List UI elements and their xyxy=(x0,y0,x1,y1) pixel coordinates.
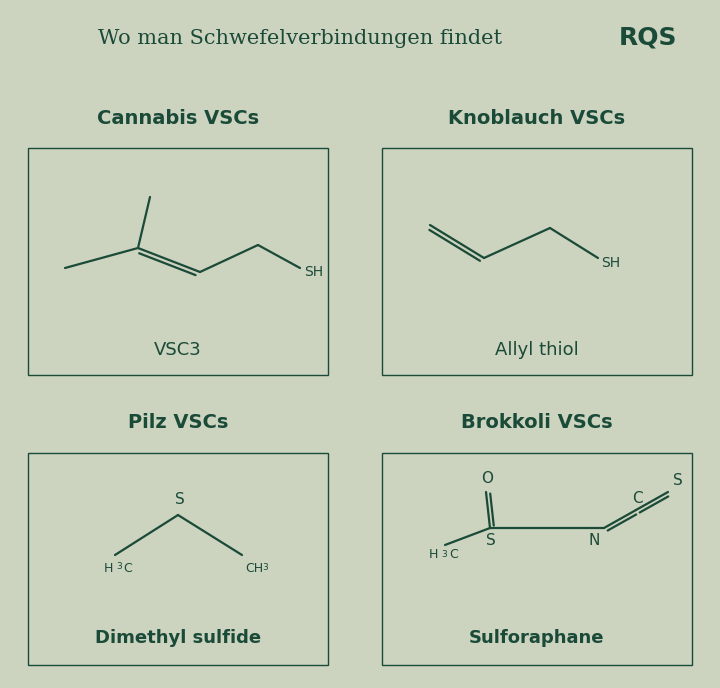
Text: O: O xyxy=(481,471,493,486)
Text: Pilz VSCs: Pilz VSCs xyxy=(128,413,228,431)
Bar xyxy=(382,148,692,375)
Text: C: C xyxy=(123,561,132,574)
Text: S: S xyxy=(486,533,496,548)
Text: Sulforaphane: Sulforaphane xyxy=(469,629,605,647)
Text: Allyl thiol: Allyl thiol xyxy=(495,341,579,359)
Text: S: S xyxy=(175,492,185,507)
Bar xyxy=(28,148,328,375)
Text: 3: 3 xyxy=(262,563,268,572)
Text: Wo man Schwefelverbindungen findet: Wo man Schwefelverbindungen findet xyxy=(98,28,502,47)
Text: CH: CH xyxy=(245,561,263,574)
Text: N: N xyxy=(589,533,600,548)
Text: VSC3: VSC3 xyxy=(154,341,202,359)
Text: 3: 3 xyxy=(441,550,446,559)
Text: Knoblauch VSCs: Knoblauch VSCs xyxy=(449,109,626,127)
Text: S: S xyxy=(673,473,683,488)
Bar xyxy=(28,453,328,665)
Text: C: C xyxy=(449,548,458,561)
Text: 3: 3 xyxy=(116,562,122,571)
Text: Dimethyl sulfide: Dimethyl sulfide xyxy=(95,629,261,647)
Text: RQS: RQS xyxy=(618,26,678,50)
Text: C: C xyxy=(631,491,642,506)
Text: H: H xyxy=(104,561,113,574)
Text: SH: SH xyxy=(601,256,620,270)
Text: SH: SH xyxy=(304,265,323,279)
Bar xyxy=(382,453,692,665)
Text: Brokkoli VSCs: Brokkoli VSCs xyxy=(462,413,613,431)
Text: Cannabis VSCs: Cannabis VSCs xyxy=(97,109,259,127)
Text: H: H xyxy=(428,548,438,561)
